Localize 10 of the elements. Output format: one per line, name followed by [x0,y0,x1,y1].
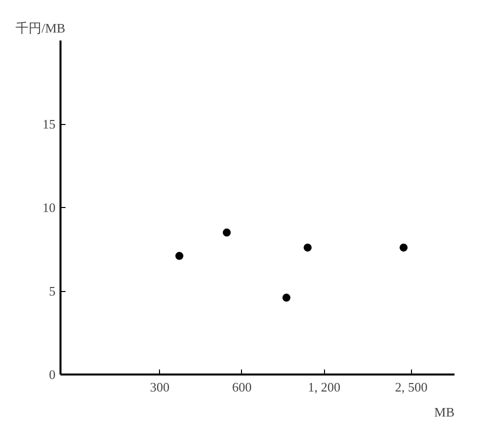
y-tick-label: 10 [42,200,56,215]
y-tick-label: 15 [42,116,56,132]
x-tick-label: 300 [150,380,170,394]
y-axis-title: 千円/MB [16,20,66,36]
y-tick-label: 0 [49,367,56,382]
x-tick-label: 2, 500 [394,380,428,394]
x-tick-label: 600 [232,380,252,394]
x-tick-label: 1, 200 [308,380,340,394]
x-axis-title: MB [434,404,455,420]
y-tick-label: 5 [49,284,56,298]
